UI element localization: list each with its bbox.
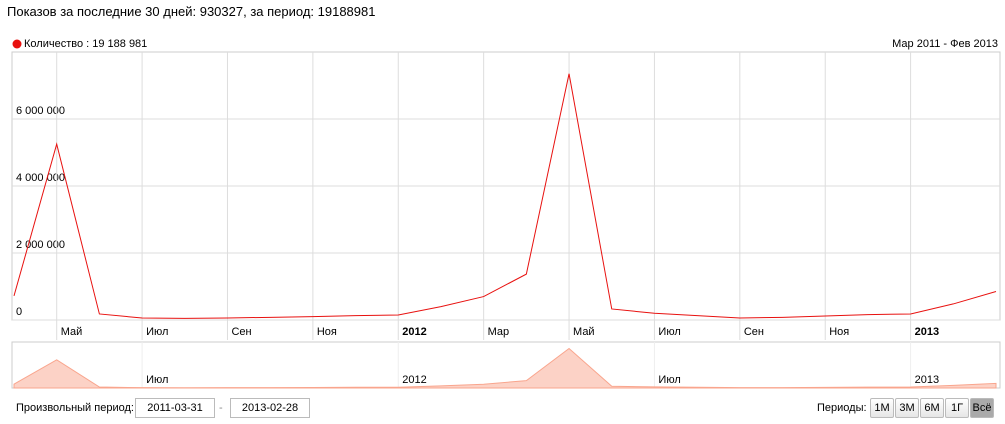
x-tick-label: Май — [573, 326, 595, 338]
x-tick-label: Ноя — [317, 326, 337, 338]
period-button[interactable]: 6М — [920, 398, 944, 418]
y-tick-label: 0 — [16, 306, 22, 318]
x-tick-label: Ноя — [829, 326, 849, 338]
x-tick-label: 2012 — [402, 326, 426, 338]
y-tick-label: 4 000 000 — [16, 172, 65, 184]
navigator-label: Июл — [146, 374, 168, 386]
x-tick-label: Мар — [488, 326, 510, 338]
period-button[interactable]: 3М — [895, 398, 919, 418]
y-tick-label: 2 000 000 — [16, 239, 65, 251]
legend-marker — [12, 39, 22, 49]
navigator-label: Июл — [658, 374, 680, 386]
navigator-label: 2013 — [915, 374, 939, 386]
header-title: Показов за последние 30 дней: 930327, за… — [7, 4, 376, 19]
period-button[interactable]: Всё — [970, 398, 994, 418]
periods-label: Периоды: — [817, 402, 867, 414]
navigator-label: 2012 — [402, 374, 426, 386]
date-to[interactable]: 2013-02-28 — [230, 398, 310, 418]
date-from[interactable]: 2011-03-31 — [135, 398, 215, 418]
custom-period-label: Произвольный период: — [16, 402, 134, 414]
separator: - — [219, 402, 223, 414]
x-tick-label: Сен — [231, 326, 251, 338]
data-line — [13, 73, 997, 319]
x-tick-label: 2013 — [915, 326, 939, 338]
period-button[interactable]: 1Г — [945, 398, 969, 418]
x-tick-label: Июл — [146, 326, 168, 338]
navigator-area — [13, 347, 997, 389]
y-tick-label: 6 000 000 — [16, 105, 65, 117]
legend-label: Количество : 19 188 981 — [24, 38, 147, 50]
period-button[interactable]: 1М — [870, 398, 894, 418]
range-label: Мар 2011 - Фев 2013 — [892, 38, 998, 50]
x-tick-label: Июл — [658, 326, 680, 338]
x-tick-label: Сен — [744, 326, 764, 338]
chart: Количество : 19 188 981 Мар 2011 - Фев 2… — [11, 38, 1001, 389]
x-tick-label: Май — [61, 326, 83, 338]
